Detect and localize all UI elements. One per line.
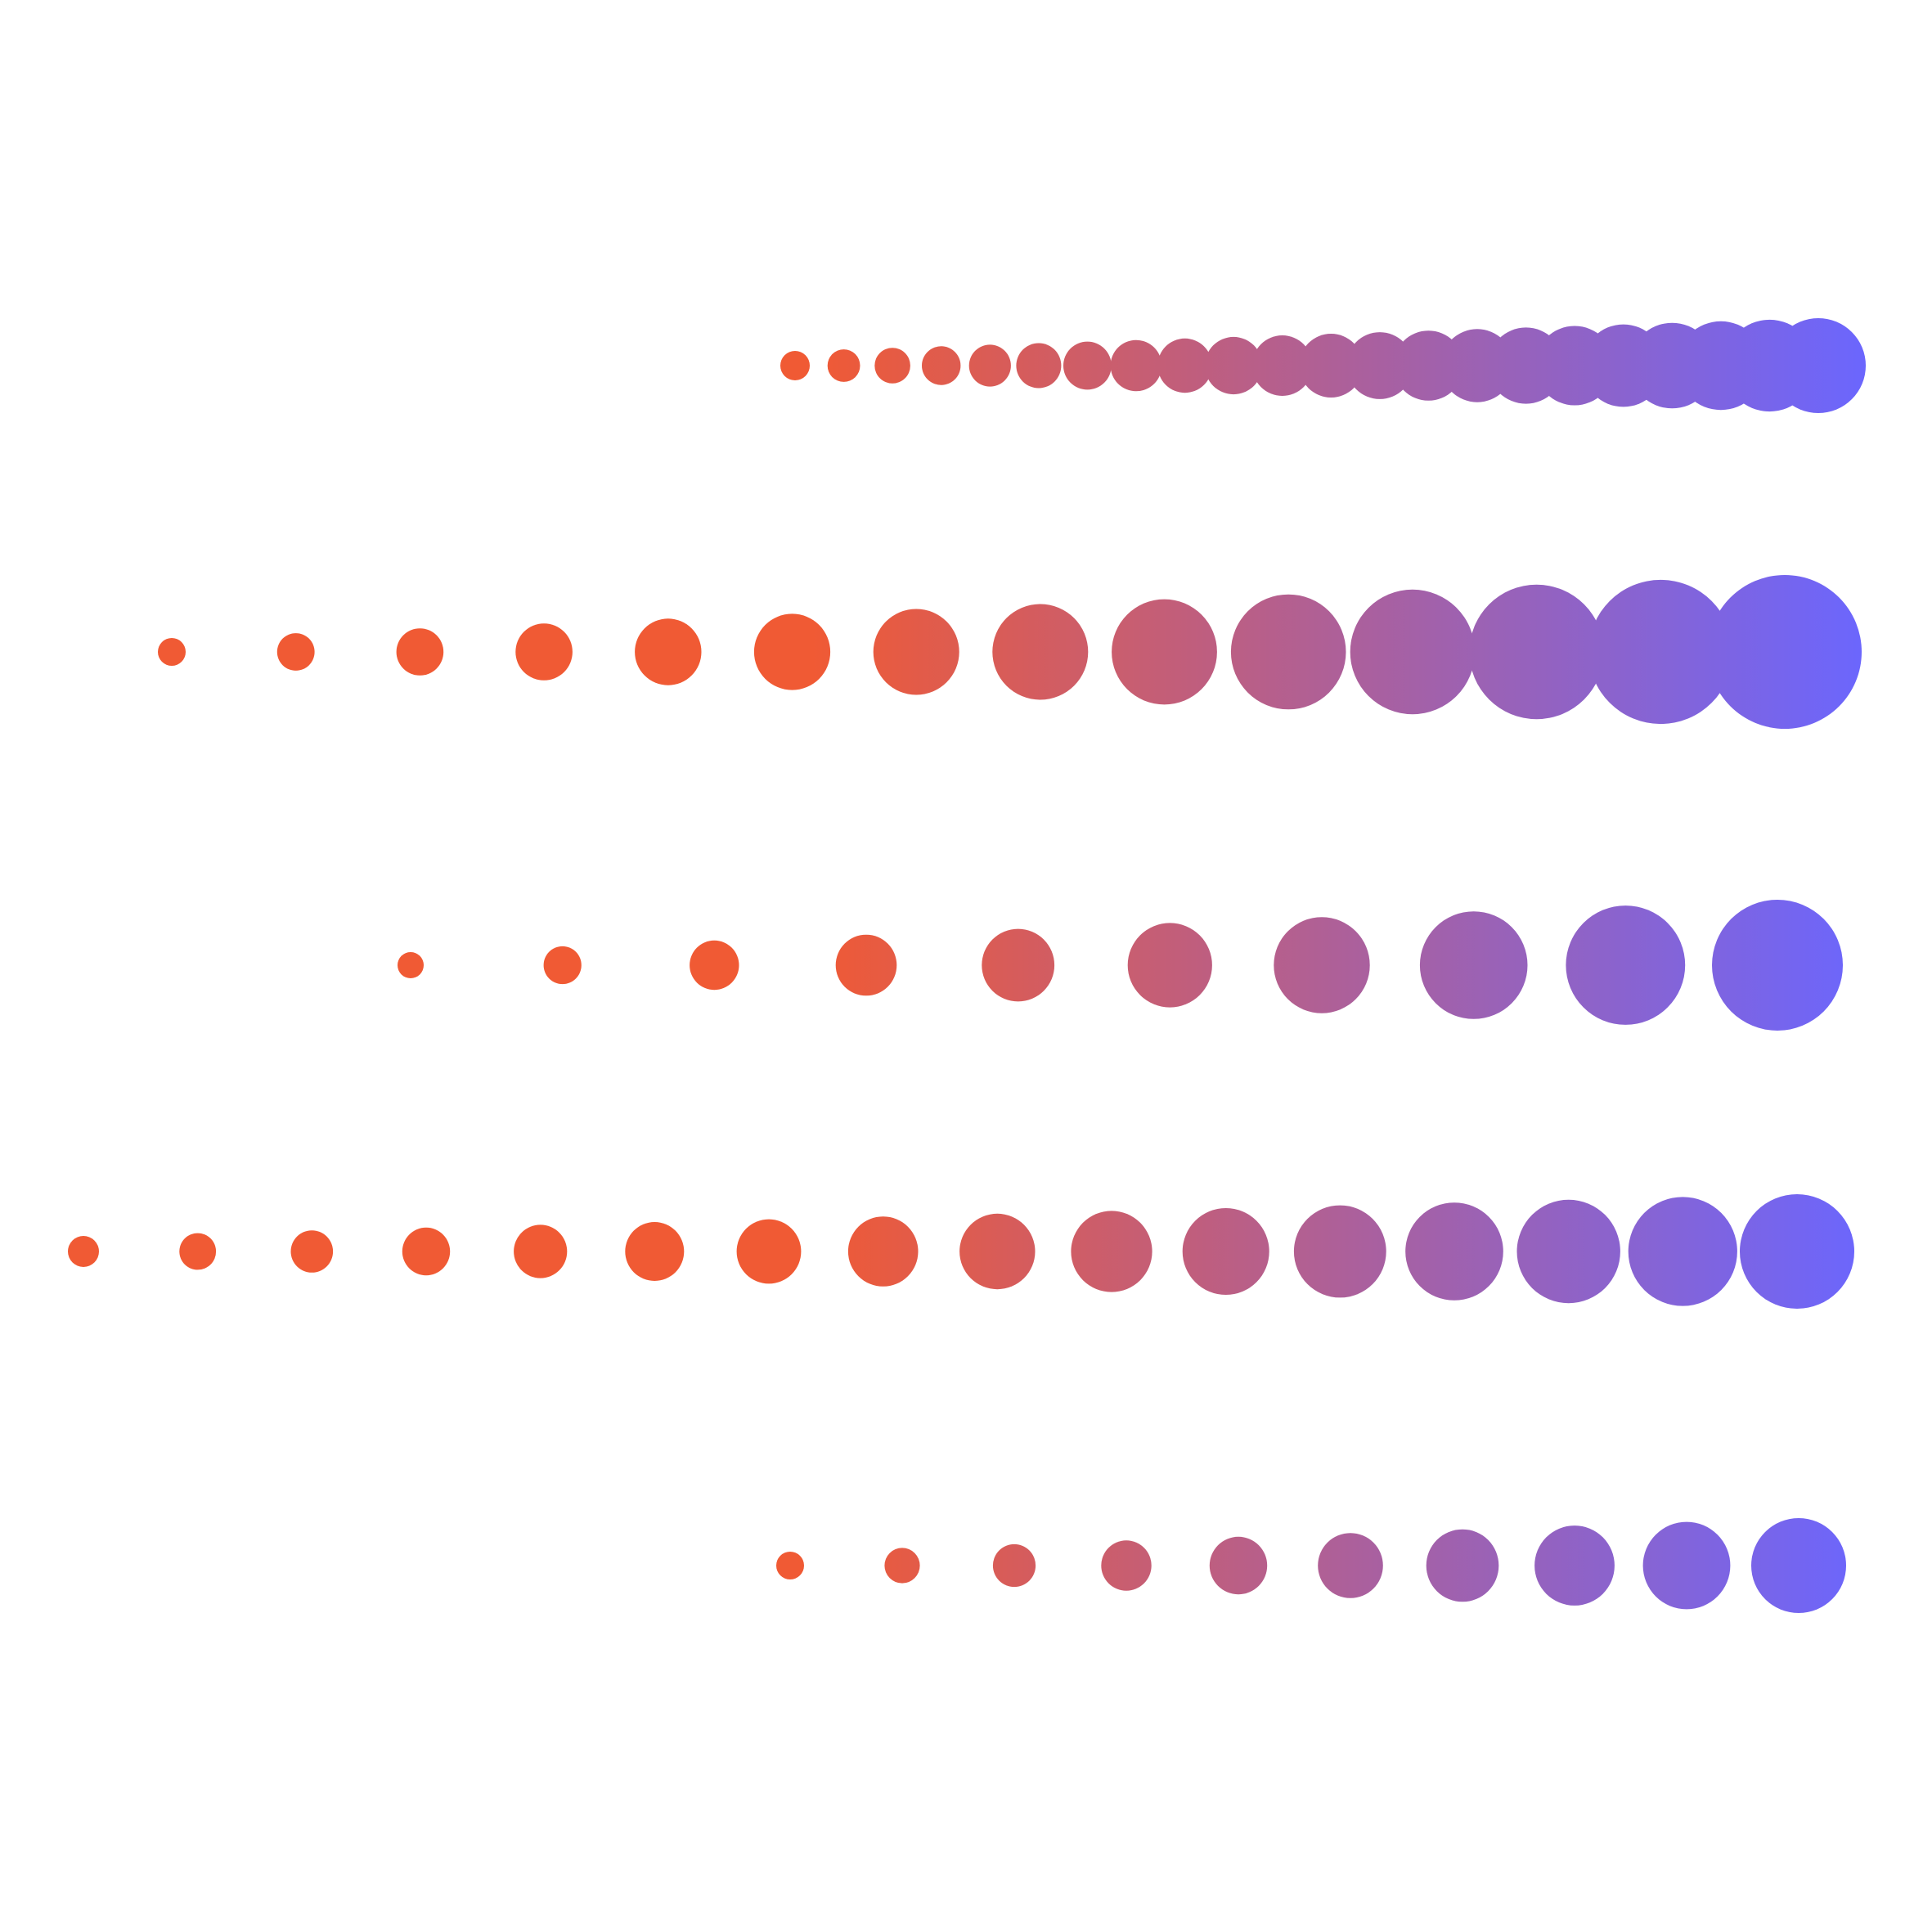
dot (827, 349, 860, 382)
dot-rows (68, 318, 1866, 1613)
dot (780, 351, 810, 380)
dot (1588, 579, 1733, 725)
dot (1063, 341, 1112, 390)
dot (753, 613, 831, 690)
dot (1426, 1529, 1499, 1602)
dot (1712, 900, 1843, 1031)
dot (959, 1213, 1036, 1290)
dot (968, 344, 1011, 387)
dot (835, 934, 897, 996)
dot (1293, 1205, 1386, 1298)
dot (847, 1216, 919, 1287)
dot (922, 346, 961, 385)
dot (1516, 1199, 1620, 1304)
dot (1299, 334, 1364, 398)
dot (158, 638, 186, 666)
dot (635, 618, 702, 685)
dot (1405, 1202, 1503, 1301)
dot (776, 1552, 804, 1579)
dot (543, 946, 582, 985)
dot (402, 1227, 451, 1276)
dot (1127, 923, 1212, 1008)
dot (736, 1219, 802, 1284)
dot (1708, 575, 1862, 729)
dot (1642, 1521, 1731, 1610)
dot (992, 1543, 1036, 1588)
dot (873, 609, 959, 695)
dot (1101, 1540, 1152, 1591)
dot (1071, 1211, 1152, 1292)
dot (68, 1236, 99, 1267)
dot (514, 1224, 568, 1278)
dot (1419, 911, 1528, 1019)
dot (1751, 1518, 1846, 1613)
dot (1318, 1533, 1383, 1598)
dot (1350, 589, 1476, 715)
dot (1771, 318, 1866, 413)
dot (1534, 1525, 1615, 1606)
dot (1182, 1208, 1269, 1295)
row-3 (398, 900, 1843, 1031)
dot (884, 1548, 920, 1584)
dot (515, 623, 573, 681)
dot (1274, 917, 1370, 1013)
dot (1230, 594, 1346, 710)
dot (396, 628, 444, 676)
dot (874, 348, 910, 384)
row-5 (776, 1518, 1846, 1613)
dot (276, 633, 315, 671)
dot (179, 1233, 217, 1270)
dot (1740, 1194, 1854, 1309)
dot (1566, 905, 1686, 1025)
dot (290, 1230, 334, 1273)
dot (398, 952, 424, 978)
dot (992, 604, 1089, 700)
dot (1205, 336, 1263, 395)
dot (1628, 1197, 1737, 1306)
dot (982, 928, 1055, 1002)
dot (1016, 343, 1062, 389)
row-4 (68, 1194, 1854, 1309)
dot (1112, 599, 1217, 705)
dot (1157, 338, 1212, 393)
dot (625, 1222, 685, 1281)
dot (1469, 584, 1604, 720)
row-2 (158, 575, 1862, 729)
dot (1251, 335, 1313, 396)
dot (1110, 339, 1162, 392)
row-1 (780, 318, 1866, 413)
dot (1209, 1536, 1268, 1595)
dot (1346, 332, 1413, 399)
dot (690, 940, 739, 991)
